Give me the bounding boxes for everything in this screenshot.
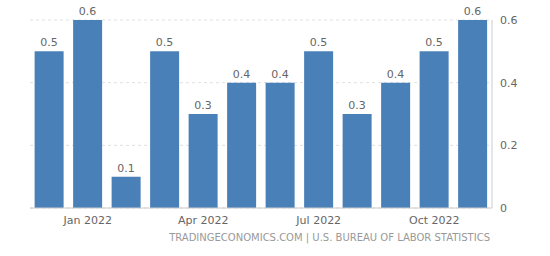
svg-text:0.1: 0.1 <box>117 162 135 175</box>
svg-text:0.6: 0.6 <box>500 14 518 27</box>
svg-text:0.2: 0.2 <box>500 139 518 152</box>
svg-text:0: 0 <box>500 202 507 215</box>
svg-text:0.5: 0.5 <box>156 36 174 49</box>
svg-text:0.4: 0.4 <box>387 68 405 81</box>
svg-text:0.3: 0.3 <box>348 99 366 112</box>
svg-text:0.5: 0.5 <box>310 36 328 49</box>
svg-text:Jan 2022: Jan 2022 <box>63 214 112 227</box>
svg-text:0.4: 0.4 <box>500 77 518 90</box>
svg-text:Oct 2022: Oct 2022 <box>409 214 460 227</box>
svg-text:0.6: 0.6 <box>79 5 97 18</box>
html-text:TRADINGECONOMICS.COM | U.S. BU: TRADINGECONOMICS.COM | U.S. BUREAU OF LA… <box>169 232 490 243</box>
svg-text:Jul 2022: Jul 2022 <box>295 214 341 227</box>
svg-text:0.5: 0.5 <box>40 36 58 49</box>
svg-text:0.5: 0.5 <box>425 36 443 49</box>
svg-text:Apr 2022: Apr 2022 <box>178 214 229 227</box>
svg-text:0.3: 0.3 <box>194 99 212 112</box>
svg-text:0.6: 0.6 <box>464 5 482 18</box>
svg-text:0.4: 0.4 <box>233 68 251 81</box>
svg-text:0.4: 0.4 <box>271 68 289 81</box>
